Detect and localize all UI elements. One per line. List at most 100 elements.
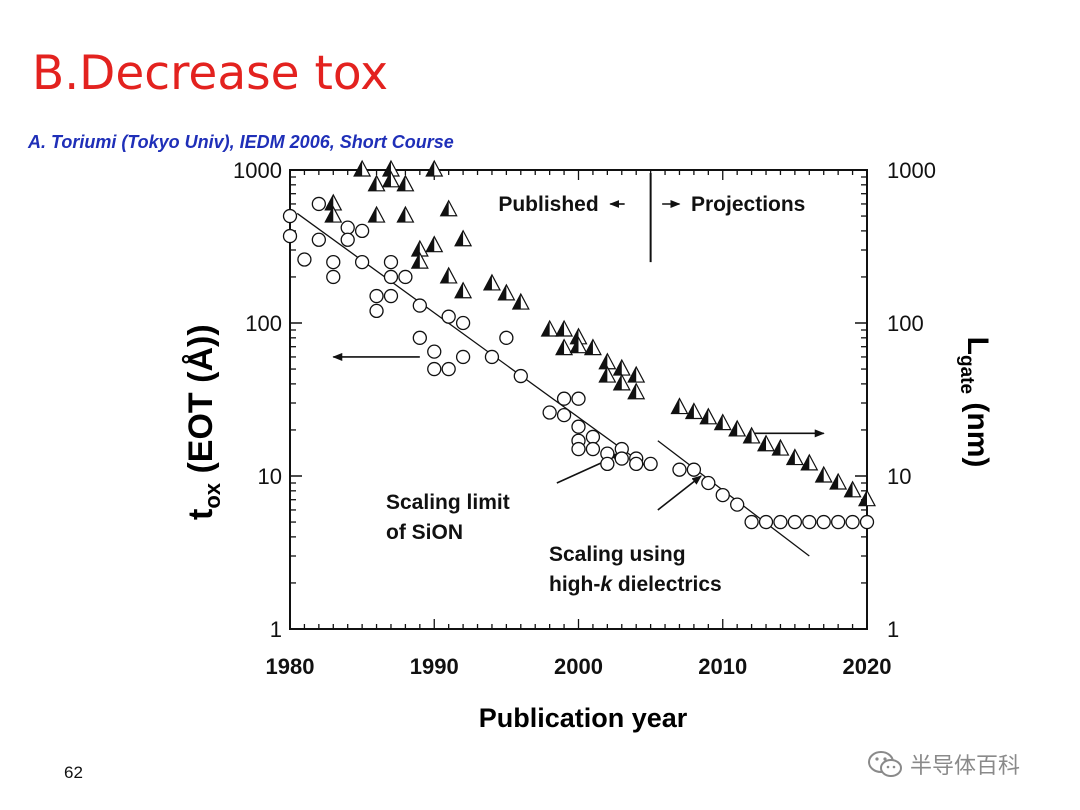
lgate-data-point bbox=[439, 266, 458, 284]
lgate-marker-fill bbox=[440, 267, 449, 283]
tox-data-point bbox=[859, 514, 875, 530]
annotation-highk-line1: Scaling using bbox=[549, 543, 686, 566]
y-tick-label-right: 10 bbox=[887, 464, 911, 489]
annotation-highk-line2: high-k dielectrics bbox=[549, 573, 722, 596]
lgate-data-point bbox=[785, 448, 804, 466]
y-tick-label-left: 100 bbox=[245, 311, 282, 336]
lgate-marker-fill bbox=[483, 274, 492, 290]
x-tick-label: 1980 bbox=[266, 654, 315, 679]
page-number: 62 bbox=[64, 763, 83, 782]
lgate-marker-fill bbox=[859, 490, 867, 506]
tox-data-point bbox=[571, 391, 586, 406]
lgate-marker-fill bbox=[671, 398, 680, 414]
lgate-data-point bbox=[497, 283, 516, 301]
lgate-data-point bbox=[771, 438, 790, 456]
lgate-marker-fill bbox=[830, 474, 839, 490]
tox-data-point bbox=[802, 514, 817, 530]
tox-data-point bbox=[383, 269, 399, 285]
lgate-marker-fill bbox=[498, 284, 507, 300]
lgate-data-point bbox=[439, 199, 458, 217]
tox-data-point bbox=[383, 288, 399, 304]
lgate-marker-fill bbox=[426, 161, 435, 176]
tox-data-point bbox=[571, 441, 586, 457]
tox-data-point bbox=[556, 391, 572, 406]
tox-data-point bbox=[441, 309, 456, 324]
tox-data-point bbox=[513, 368, 528, 384]
y-tick-label-left: 1 bbox=[270, 617, 282, 642]
tox-data-point bbox=[455, 315, 471, 331]
tox-data-point bbox=[571, 419, 586, 434]
lgate-marker-fill bbox=[368, 175, 377, 191]
tox-data-point bbox=[297, 252, 312, 267]
lgate-marker-fill bbox=[455, 282, 464, 298]
lgate-marker-fill bbox=[397, 207, 406, 223]
lgate-marker-fill bbox=[382, 171, 391, 187]
lgate-data-point bbox=[627, 382, 646, 400]
lgate-marker-fill bbox=[325, 194, 334, 210]
lgate-data-point bbox=[396, 205, 415, 223]
y-tick-label-left: 1000 bbox=[233, 158, 282, 183]
tox-data-point bbox=[831, 514, 846, 530]
lgate-data-point bbox=[814, 465, 833, 483]
tox-data-point bbox=[484, 349, 500, 365]
tox-data-point bbox=[369, 303, 384, 319]
lgate-marker-fill bbox=[801, 454, 810, 470]
lgate-data-point bbox=[324, 205, 343, 223]
lgate-marker-fill bbox=[556, 339, 565, 355]
lgate-data-point bbox=[670, 397, 689, 415]
annotation-sion-line1: Scaling limit bbox=[386, 491, 510, 514]
y-tick-label-left: 10 bbox=[258, 464, 282, 489]
lgate-data-point bbox=[713, 413, 732, 431]
lgate-data-point bbox=[800, 453, 819, 471]
lgate-data-point bbox=[742, 426, 761, 444]
lgate-marker-fill bbox=[382, 161, 391, 176]
x-tick-label: 2010 bbox=[698, 654, 747, 679]
tox-data-point bbox=[614, 451, 629, 466]
lgate-data-point bbox=[858, 489, 876, 507]
tox-data-point bbox=[311, 196, 327, 212]
lgate-data-point bbox=[482, 273, 501, 291]
x-axis-label: Publication year bbox=[479, 703, 688, 733]
tox-data-point bbox=[672, 462, 687, 477]
tox-data-point bbox=[715, 487, 730, 503]
lgate-data-point bbox=[367, 205, 386, 223]
tox-data-point bbox=[354, 223, 370, 239]
lgate-marker-fill bbox=[397, 175, 406, 191]
lgate-marker-fill bbox=[685, 403, 694, 419]
tox-data-point bbox=[701, 475, 716, 491]
lgate-marker-fill bbox=[570, 337, 579, 353]
annotation-projections: Projections bbox=[691, 193, 805, 216]
tox-data-point bbox=[311, 232, 327, 247]
wechat-icon bbox=[868, 751, 902, 777]
tox-data-point bbox=[686, 462, 702, 477]
lgate-data-point bbox=[324, 193, 343, 211]
tox-data-point bbox=[758, 514, 774, 530]
lgate-marker-fill bbox=[815, 467, 824, 482]
lgate-marker-fill bbox=[758, 435, 767, 451]
slide-title: B.Decrease tox bbox=[32, 46, 389, 101]
lgate-marker-fill bbox=[844, 481, 853, 497]
lgate-marker-fill bbox=[354, 161, 363, 176]
lgate-data-point bbox=[454, 229, 473, 247]
lgate-data-point bbox=[757, 434, 776, 452]
lgate-data-point bbox=[410, 251, 429, 269]
tox-data-point bbox=[412, 298, 427, 313]
tox-data-point bbox=[354, 254, 370, 270]
tox-data-point bbox=[326, 269, 341, 285]
y-axis-label-right: Lgate (nm) bbox=[956, 337, 994, 468]
lgate-data-point bbox=[612, 373, 631, 391]
tox-data-point bbox=[427, 361, 442, 377]
lgate-marker-fill bbox=[743, 427, 752, 443]
lgate-marker-fill bbox=[556, 321, 565, 337]
lgate-data-point bbox=[583, 338, 602, 356]
tox-data-point bbox=[643, 456, 658, 472]
watermark-text: 半导体百科 bbox=[910, 754, 1021, 779]
tox-data-point bbox=[787, 514, 803, 530]
tox-data-point bbox=[585, 429, 601, 445]
citation: A. Toriumi (Tokyo Univ), IEDM 2006, Shor… bbox=[28, 132, 454, 152]
lgate-marker-fill bbox=[411, 241, 420, 257]
tox-data-point bbox=[412, 330, 427, 345]
lgate-marker-fill bbox=[628, 367, 637, 383]
lgate-data-point bbox=[454, 281, 473, 299]
